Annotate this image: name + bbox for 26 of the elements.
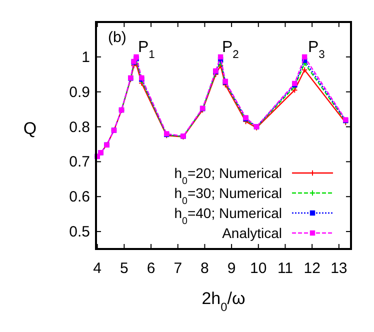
x-tick-label: 11 (277, 260, 294, 277)
x-tick-label: 6 (146, 260, 156, 277)
x-tick-label: 10 (250, 260, 267, 277)
annotation: P$_{3}$ (308, 39, 325, 61)
annotation: P$_{1}$ (138, 39, 155, 61)
x-axis-title: 2h$_{0}$/ω (202, 289, 246, 314)
legend-label: h$_{0}$=40; Numerical (174, 205, 282, 226)
legend-label: h$_{0}$=30; Numerical (174, 185, 282, 206)
y-tick-label: 0.9 (69, 84, 90, 101)
y-tick-label: 0.5 (69, 224, 90, 241)
y-tick-label: 0.7 (69, 154, 90, 171)
x-tick-label: 7 (174, 260, 182, 277)
y-tick-label: 0.6 (69, 188, 90, 206)
x-tick-label: 12 (304, 260, 320, 277)
legend-label: Analytical (222, 225, 282, 241)
annotation: (b) (108, 29, 126, 46)
x-tick-label: 9 (227, 260, 236, 277)
y-tick-label: 1 (82, 48, 90, 66)
x-tick-label: 5 (120, 260, 128, 277)
y-axis-title: Q (23, 118, 37, 138)
x-tick-label: 13 (330, 260, 348, 277)
annotation: P$_{2}$ (222, 39, 239, 61)
x-tick-label: 8 (200, 260, 209, 277)
x-tick-label: 4 (93, 260, 102, 277)
legend-label: h$_{0}$=20; Numerical (174, 165, 282, 186)
y-tick-label: 0.8 (69, 118, 90, 136)
